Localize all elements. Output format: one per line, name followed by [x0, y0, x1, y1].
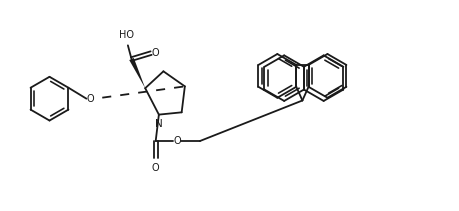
- Polygon shape: [129, 58, 145, 88]
- Text: O: O: [174, 136, 181, 146]
- Text: HO: HO: [118, 30, 134, 40]
- Text: O: O: [152, 163, 159, 173]
- Text: O: O: [151, 48, 159, 58]
- Text: O: O: [87, 94, 95, 104]
- Text: N: N: [156, 119, 163, 129]
